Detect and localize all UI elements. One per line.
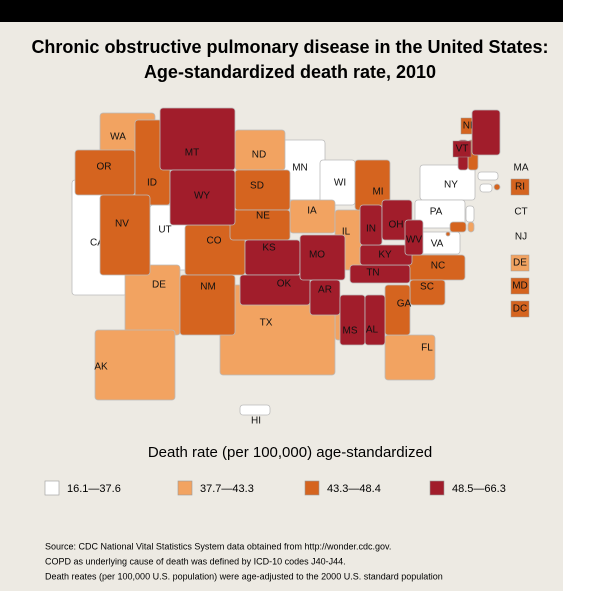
top-bar [0,0,563,22]
state-label: MS [343,326,358,337]
state-shape [414,199,466,229]
state-label: DC [513,304,527,315]
state-label: OH [389,220,404,231]
state-label: OR [97,162,112,173]
state-label: MT [185,148,199,159]
state-shape [239,274,311,306]
legend-title: Death rate (per 100,000) age-standardize… [148,444,432,461]
note: Source: CDC National Vital Statistics Sy… [45,541,391,551]
state-label: VA [431,239,444,250]
legend-swatch [304,480,320,496]
state-shape [477,171,499,181]
state-label: ID [147,178,157,189]
state-label: KY [378,250,392,261]
state-label: WI [334,178,346,189]
legend-label: 37.7—43.3 [200,483,254,495]
state-shape [124,264,181,336]
state-label-box [510,300,530,318]
state-label: WV [406,235,422,246]
state-shape [465,205,475,223]
state-label: ND [252,150,266,161]
state-label: MA [514,163,529,174]
state-shape [471,109,501,156]
state-label: IA [307,206,317,217]
state-label: NC [431,261,445,272]
state-label: TN [366,268,379,279]
state-label: DE [152,280,166,291]
legend-label: 48.5—66.3 [452,483,506,495]
state-label: SC [420,282,434,293]
state-shape [239,404,271,416]
state-label-box [510,178,530,196]
title-line: Age-standardized death rate, 2010 [144,62,436,82]
state-label-box [452,140,472,158]
state-shape [99,194,151,276]
legend: 16.1—37.6 37.7—43.3 43.3—48.4 48.5—66.3 [44,480,506,496]
state-label-box [510,254,530,272]
state-label: KS [262,243,276,254]
state-shape [449,221,467,233]
state-shape [479,183,493,193]
state-label: RI [515,182,525,193]
state-label: IL [342,227,351,238]
state-shape [179,274,236,336]
state-label: MN [292,163,308,174]
state-label: VT [456,144,469,155]
state-label: MO [309,250,325,261]
state-label: SD [250,181,264,192]
state-label: TX [260,318,273,329]
state-label: DE [513,258,527,269]
legend-label: 43.3—48.4 [327,483,381,495]
state-shape [364,294,386,346]
state-shape [467,221,475,233]
state-label: NH [463,121,477,132]
state-label: NE [256,211,270,222]
state-label: AL [366,325,379,336]
state-label: FL [421,343,433,354]
state-label: GA [397,299,412,310]
state-label: AK [94,362,108,373]
state-label: AR [318,285,332,296]
state-label: CA [90,238,104,249]
state-shape [404,219,424,256]
state-label: CT [514,207,527,218]
state-shape [493,183,501,191]
state-label: UT [158,225,171,236]
state-label: HI [251,416,261,427]
state-label: OK [277,279,292,290]
state-label: PA [430,207,443,218]
state-shape [169,169,236,226]
title-line: Chronic obstructive pulmonary disease in… [31,37,548,57]
state-label-box [510,277,530,295]
note: COPD as underlying cause of death was de… [45,556,346,566]
state-label: MI [372,187,383,198]
state-shape [339,294,366,346]
state-label: MD [512,281,528,292]
state-shape [384,334,436,381]
state-shape [159,107,236,171]
state-shape [94,329,176,401]
legend-swatch [44,480,60,496]
state-shape [349,264,411,284]
state-label: WA [110,132,126,143]
state-label: CO [207,236,222,247]
state-label: WY [194,191,210,202]
state-shape [445,231,451,237]
legend-swatch [177,480,193,496]
legend-label: 16.1—37.6 [67,483,121,495]
state-label: IN [366,224,376,235]
state-label: NJ [515,232,527,243]
legend-swatch [429,480,445,496]
note: Death reates (per 100,000 U.S. populatio… [45,571,443,581]
state-label: NM [200,282,216,293]
state-label: NV [115,219,129,230]
state-label: NY [444,180,458,191]
map: CAUTMNWINYPAMACTNJVAHIWANDIAILDELATXFLAK… [71,107,530,427]
state-shape [384,284,411,336]
